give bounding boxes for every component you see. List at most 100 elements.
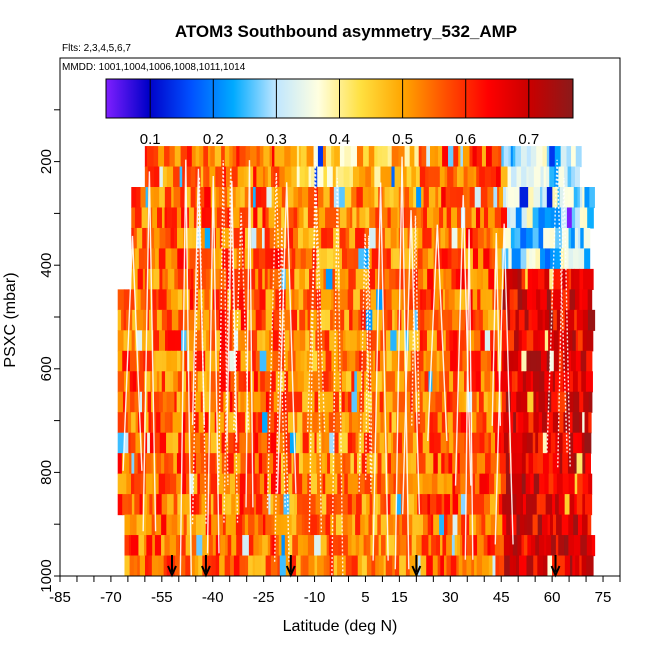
heatmap-cell: [512, 268, 519, 290]
heatmap-cell: [390, 207, 398, 229]
heatmap-cell: [432, 555, 439, 576]
heatmap-cell: [404, 371, 411, 393]
heatmap-cell: [450, 494, 454, 516]
heatmap-cell: [193, 350, 201, 372]
heatmap-cell: [436, 494, 443, 516]
heatmap-cell: [200, 227, 206, 250]
heatmap-cell: [380, 166, 387, 188]
heatmap-cell: [571, 227, 576, 250]
heatmap-cell: [444, 371, 450, 393]
heatmap-cell: [377, 514, 382, 536]
heatmap-cell: [422, 453, 427, 475]
heatmap-cell: [566, 146, 572, 168]
heatmap-cell: [426, 555, 434, 576]
heatmap-cell: [343, 555, 347, 576]
heatmap-cell: [484, 494, 491, 516]
heatmap-cell: [424, 309, 431, 331]
heatmap-cell: [538, 268, 546, 290]
heatmap-cell: [520, 248, 527, 270]
heatmap-cell: [399, 391, 406, 413]
heatmap-cell: [150, 453, 154, 475]
heatmap-cell: [140, 187, 147, 209]
heatmap-cell: [331, 207, 339, 229]
heatmap-cell: [545, 494, 553, 516]
heatmap-cell: [455, 268, 461, 290]
heatmap-cell: [253, 207, 259, 229]
heatmap-cell: [532, 268, 539, 290]
heatmap-cell: [314, 166, 318, 188]
heatmap-cell: [479, 166, 486, 188]
heatmap-cell: [441, 412, 446, 434]
heatmap-cell: [524, 309, 530, 331]
heatmap-cell: [234, 289, 240, 311]
heatmap-cell: [187, 166, 192, 188]
heatmap-cell: [456, 187, 464, 209]
heatmap-cell: [431, 227, 435, 250]
heatmap-cell: [409, 555, 414, 576]
heatmap-cell: [288, 473, 293, 495]
heatmap-cell: [303, 207, 309, 229]
heatmap-cell: [146, 146, 151, 168]
heatmap-cell: [573, 514, 579, 536]
heatmap-cell: [252, 330, 258, 352]
heatmap-cell: [506, 309, 511, 331]
heatmap-cell: [250, 187, 254, 209]
heatmap-cell: [164, 289, 168, 311]
heatmap-cell: [366, 535, 371, 557]
heatmap-cell: [199, 146, 204, 168]
heatmap-cell: [236, 146, 241, 168]
heatmap-cell: [208, 555, 213, 576]
heatmap-cell: [326, 289, 332, 311]
heatmap-cell: [185, 412, 190, 434]
heatmap-cell: [326, 555, 331, 576]
heatmap-cell: [538, 207, 546, 229]
heatmap-cell: [355, 432, 360, 454]
heatmap-cell: [145, 514, 153, 536]
heatmap-cell: [189, 309, 196, 331]
heatmap-cell: [579, 289, 583, 311]
heatmap-cell: [390, 494, 394, 516]
profile-line: [557, 177, 571, 468]
heatmap-cell: [337, 248, 343, 270]
heatmap-cell: [356, 207, 360, 229]
heatmap-cell: [282, 432, 286, 454]
heatmap-cell: [508, 330, 515, 352]
heatmap-cell: [315, 330, 320, 352]
heatmap-cell: [295, 391, 303, 413]
heatmap-cell: [415, 350, 419, 372]
heatmap-cell: [518, 330, 523, 352]
heatmap-cell: [384, 248, 388, 270]
heatmap-cell: [244, 514, 249, 536]
heatmap-cell: [497, 289, 503, 311]
heatmap-cell: [582, 289, 589, 311]
heatmap-cell: [144, 166, 149, 188]
heatmap-cell: [582, 187, 586, 209]
heatmap-cell: [451, 207, 458, 229]
heatmap-cell: [294, 412, 298, 434]
heatmap-cell: [527, 289, 533, 311]
heatmap-cell: [161, 453, 165, 475]
heatmap-cell: [569, 371, 574, 393]
heatmap-cell: [314, 432, 318, 454]
heatmap-cell: [142, 494, 148, 516]
heatmap-cell: [506, 207, 511, 229]
heatmap-cell: [366, 350, 370, 372]
heatmap-cell: [454, 289, 461, 311]
heatmap-cell: [335, 412, 343, 434]
heatmap-cell: [200, 166, 204, 188]
heatmap-cell: [334, 309, 342, 331]
heatmap-cell: [178, 555, 186, 576]
heatmap-cell: [337, 268, 341, 290]
heatmap-cell: [207, 248, 214, 270]
heatmap-cell: [387, 453, 392, 475]
heatmap-cell: [407, 432, 414, 454]
colorbar: 0.1 0.2 0.3 0.4 0.5 0.6 0.7: [105, 78, 574, 148]
heatmap-cell: [521, 350, 528, 372]
heatmap-cell: [460, 494, 467, 516]
heatmap-cell: [284, 371, 289, 393]
heatmap-cell: [151, 391, 155, 413]
heatmap-cell: [123, 309, 127, 331]
heatmap-cell: [384, 187, 391, 209]
heatmap-cell: [450, 187, 458, 209]
heatmap-cell: [462, 146, 471, 168]
